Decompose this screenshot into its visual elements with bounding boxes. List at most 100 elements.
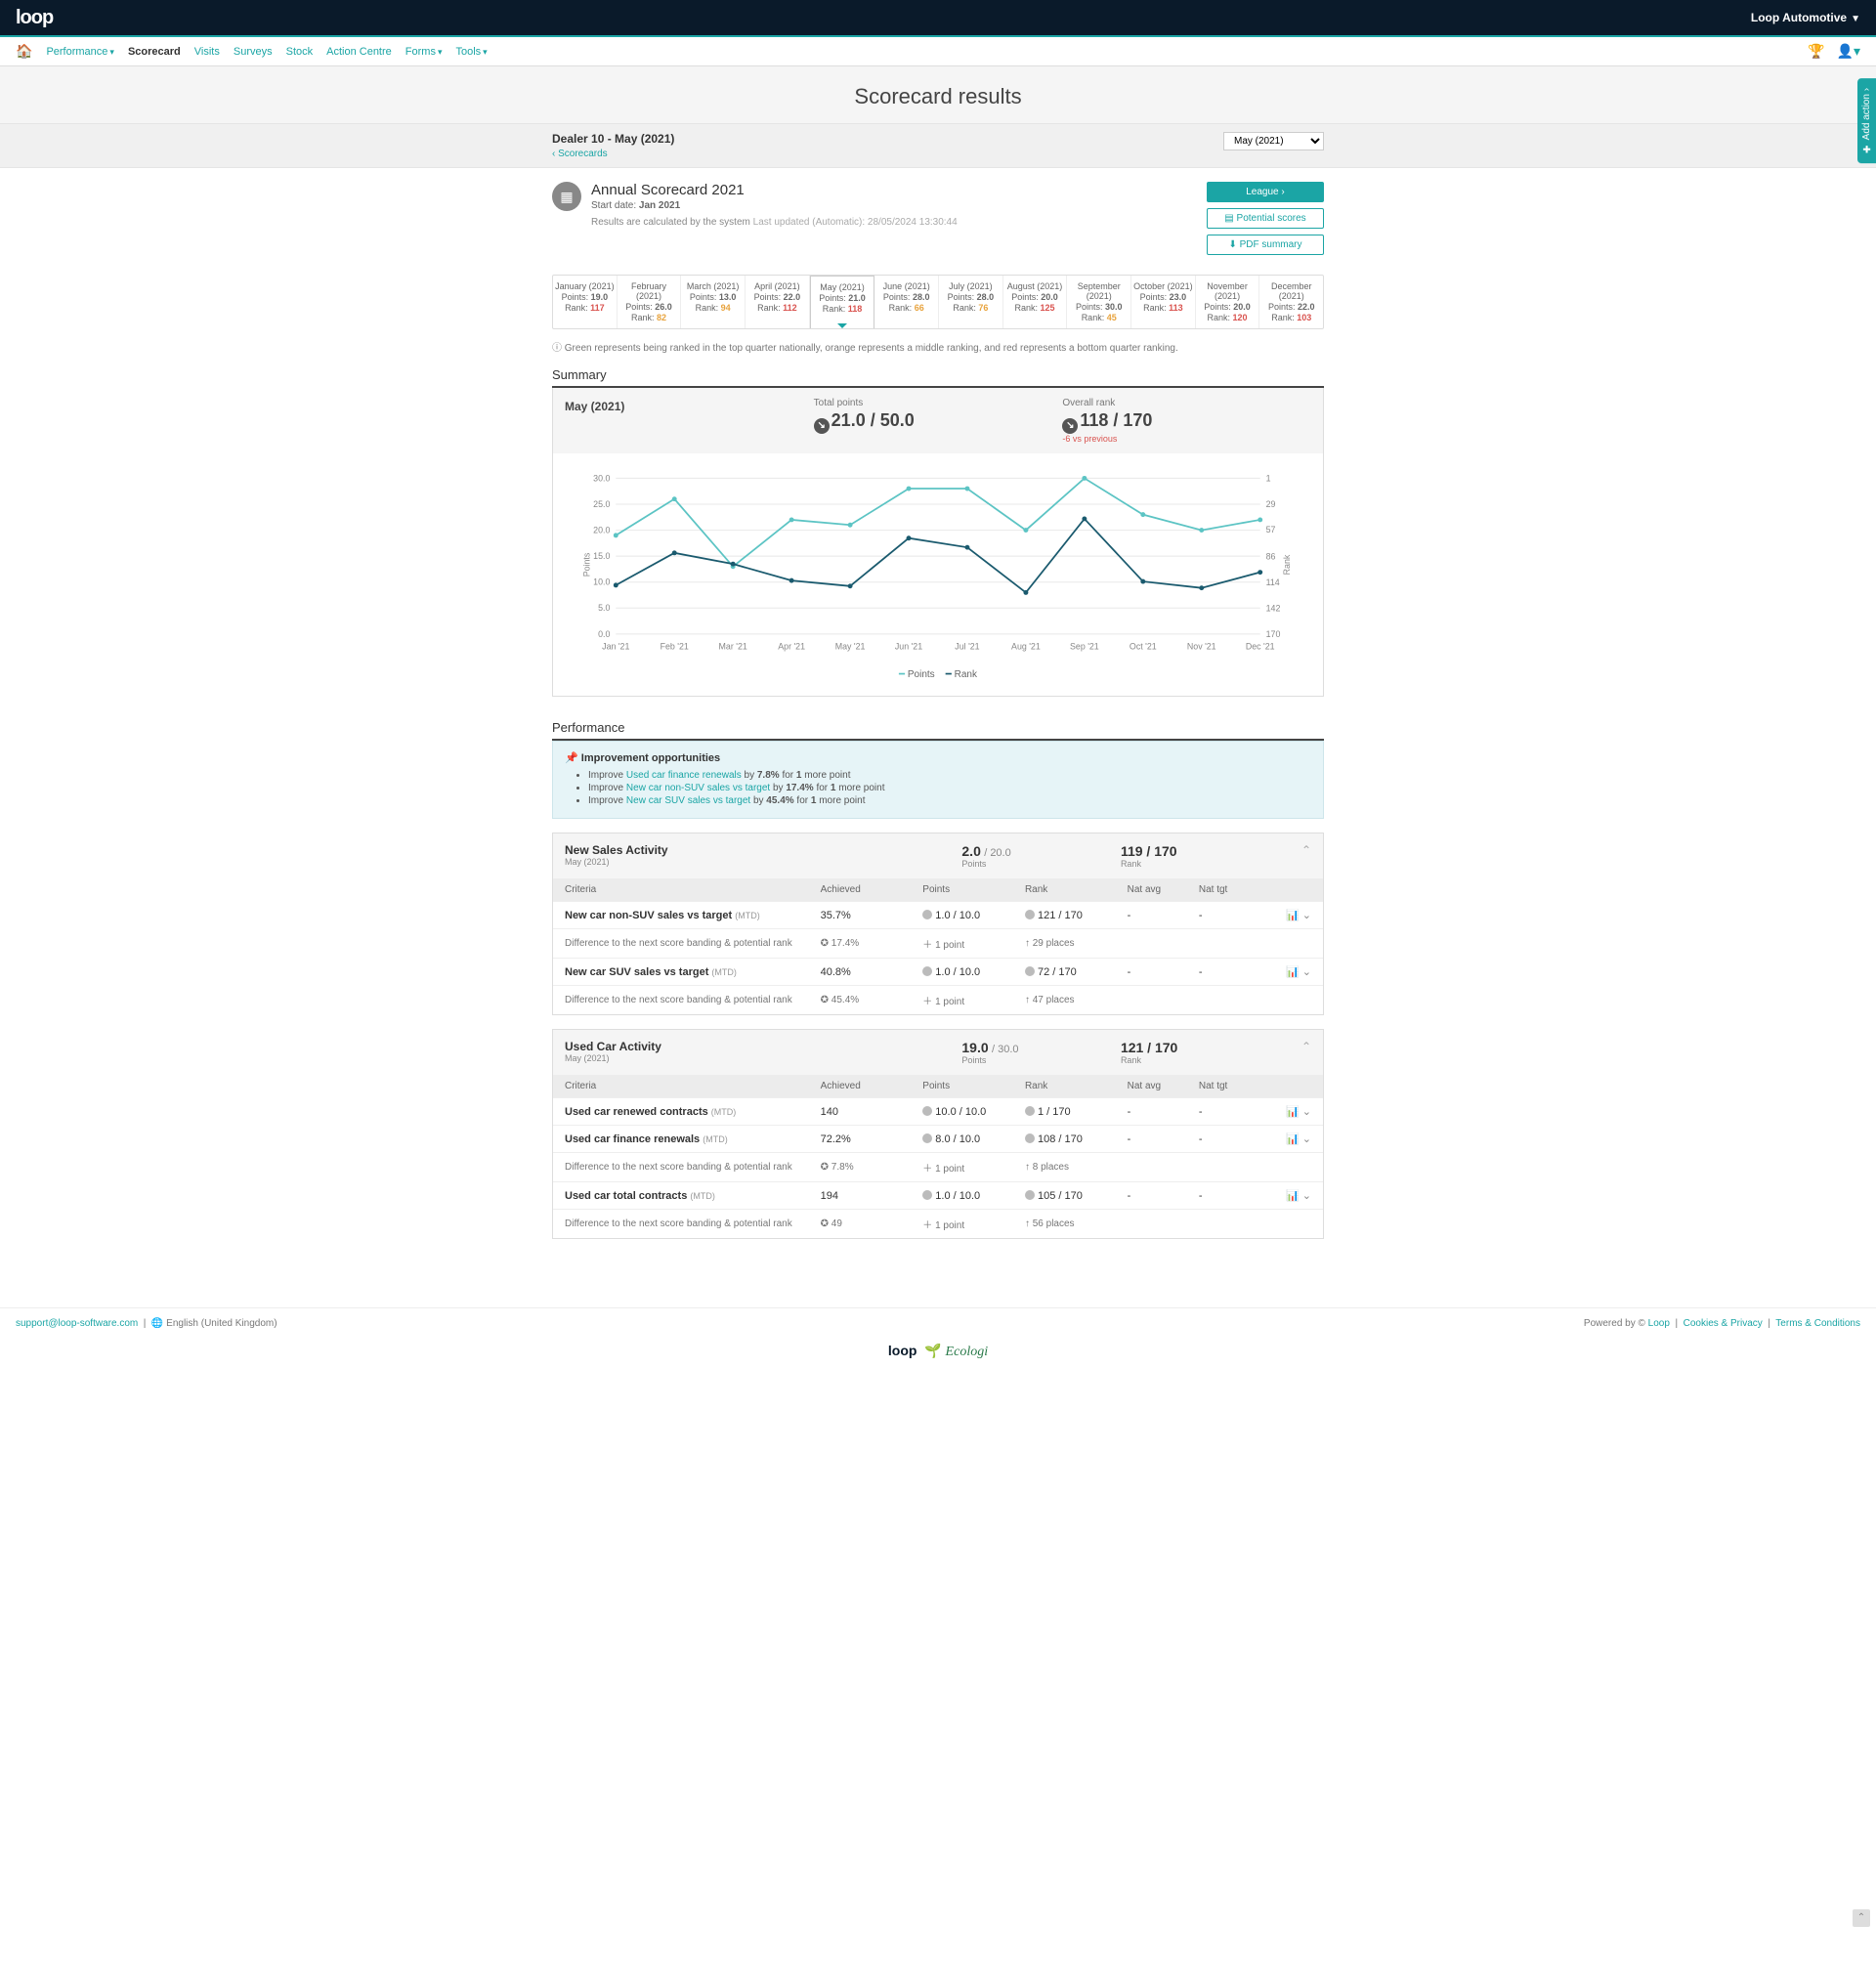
trophy-icon[interactable]: 🏆: [1808, 43, 1824, 60]
chevron-down-icon[interactable]: ⌄: [1302, 1106, 1311, 1118]
chevron-down-icon[interactable]: ⌄: [1302, 910, 1311, 921]
breadcrumb-link[interactable]: ‹ Scorecards: [552, 149, 608, 159]
criteria-row: Used car finance renewals (MTD) 72.2% 8.…: [553, 1125, 1323, 1152]
nav-item-surveys[interactable]: Surveys: [234, 46, 273, 58]
home-icon[interactable]: 🏠: [16, 43, 32, 60]
month-cell[interactable]: March (2021) Points: 13.0 Rank: 94: [681, 276, 746, 328]
summary-month: May (2021): [565, 400, 814, 413]
summary-chart: 0.05.010.015.020.025.030.012957861141421…: [573, 467, 1303, 662]
league-button[interactable]: League ›: [1207, 182, 1324, 202]
sub-header: Dealer 10 - May (2021) ‹ Scorecards May …: [0, 124, 1876, 168]
pdf-summary-button[interactable]: ⬇ PDF summary: [1207, 235, 1324, 255]
nav-item-visits[interactable]: Visits: [194, 46, 220, 58]
svg-text:Sep '21: Sep '21: [1070, 642, 1099, 652]
month-cell[interactable]: November (2021) Points: 20.0 Rank: 120: [1196, 276, 1260, 328]
overall-rank-value: ↘118 / 170: [1062, 410, 1311, 434]
cookies-link[interactable]: Cookies & Privacy: [1684, 1318, 1763, 1329]
criteria-header: CriteriaAchieved PointsRank Nat avgNat t…: [553, 1075, 1323, 1097]
improvement-box: 📌 Improvement opportunities Improve Used…: [552, 741, 1324, 819]
chart-area: 0.05.010.015.020.025.030.012957861141421…: [553, 453, 1323, 696]
scorecard-title: Annual Scorecard 2021: [591, 182, 958, 198]
nav-item-forms[interactable]: Forms▾: [405, 46, 443, 58]
svg-text:1: 1: [1266, 473, 1271, 483]
criteria-row: Used car renewed contracts (MTD) 140 10.…: [553, 1097, 1323, 1125]
total-points-value: ↘21.0 / 50.0: [814, 410, 1063, 434]
add-action-tab[interactable]: ✚ Add action ›: [1857, 78, 1876, 163]
total-points-label: Total points: [814, 398, 1063, 408]
chevron-down-icon[interactable]: ⌄: [1302, 966, 1311, 978]
svg-text:114: 114: [1266, 577, 1280, 587]
months-row: January (2021) Points: 19.0 Rank: 117Feb…: [552, 275, 1324, 329]
account-menu[interactable]: Loop Automotive▼: [1751, 11, 1860, 24]
month-cell[interactable]: August (2021) Points: 20.0 Rank: 125: [1003, 276, 1068, 328]
svg-text:Dec '21: Dec '21: [1246, 642, 1275, 652]
nav-right: 🏆 👤▾: [1808, 43, 1860, 60]
scroll-top-button[interactable]: ⌃: [1853, 1909, 1870, 1927]
loop-link[interactable]: Loop: [1648, 1318, 1670, 1329]
svg-text:30.0: 30.0: [593, 473, 610, 483]
month-cell[interactable]: December (2021) Points: 22.0 Rank: 103: [1259, 276, 1323, 328]
nav-item-action-centre[interactable]: Action Centre: [326, 46, 392, 58]
month-cell[interactable]: May (2021) Points: 21.0 Rank: 118: [810, 276, 875, 328]
nav-item-stock[interactable]: Stock: [286, 46, 314, 58]
chevron-down-icon[interactable]: ⌄: [1302, 1190, 1311, 1202]
svg-text:Rank: Rank: [1282, 554, 1292, 575]
vs-previous: -6 vs previous: [1062, 434, 1311, 444]
down-arrow-icon: ↘: [1062, 418, 1078, 434]
svg-text:Oct '21: Oct '21: [1130, 642, 1157, 652]
svg-text:Aug '21: Aug '21: [1011, 642, 1041, 652]
navbar: 🏠 Performance▾ Scorecard Visits Surveys Stoc…: [0, 35, 1876, 66]
terms-link[interactable]: Terms & Conditions: [1775, 1318, 1860, 1329]
chart-icon[interactable]: 📊: [1286, 966, 1300, 978]
chart-icon[interactable]: 📊: [1286, 1106, 1300, 1118]
svg-text:5.0: 5.0: [598, 603, 610, 613]
month-cell[interactable]: September (2021) Points: 30.0 Rank: 45: [1067, 276, 1131, 328]
svg-text:Jan '21: Jan '21: [602, 642, 629, 652]
criteria-row: Used car total contracts (MTD) 194 1.0 /…: [553, 1181, 1323, 1209]
footer: support@loop-software.com | 🌐 English (U…: [0, 1307, 1876, 1339]
chevron-up-icon[interactable]: ⌃: [1301, 1040, 1311, 1053]
svg-text:86: 86: [1266, 552, 1276, 562]
caret-icon: ▼: [1851, 14, 1860, 24]
scorecard-header: ▦ Annual Scorecard 2021 Start date: Jan …: [552, 182, 1324, 255]
nav-item-tools[interactable]: Tools▾: [455, 46, 487, 58]
chart-legend: ━ Points ━ Rank: [573, 669, 1303, 680]
month-cell[interactable]: July (2021) Points: 28.0 Rank: 76: [939, 276, 1003, 328]
chart-icon[interactable]: 📊: [1286, 1190, 1300, 1202]
chart-icon[interactable]: 📊: [1286, 1133, 1300, 1145]
calendar-icon: ▦: [552, 182, 581, 211]
chevron-down-icon[interactable]: ⌄: [1302, 1133, 1311, 1145]
add-action-label: Add action: [1861, 94, 1872, 140]
month-cell[interactable]: February (2021) Points: 26.0 Rank: 82: [618, 276, 682, 328]
activity-head: Used Car ActivityMay (2021) 19.0 / 30.0 …: [553, 1030, 1323, 1075]
calc-note: Results are calculated by the system Las…: [591, 217, 958, 228]
criteria-diff-row: Difference to the next score banding & p…: [553, 985, 1323, 1014]
nav-item-scorecard[interactable]: Scorecard: [128, 46, 181, 58]
start-date: Start date: Jan 2021: [591, 200, 958, 211]
svg-text:29: 29: [1266, 499, 1276, 509]
nav-item-performance[interactable]: Performance▾: [46, 46, 114, 58]
language[interactable]: English (United Kingdom): [166, 1318, 277, 1329]
activity-block: Used Car ActivityMay (2021) 19.0 / 30.0 …: [552, 1029, 1324, 1239]
potential-scores-button[interactable]: ▤ Potential scores: [1207, 208, 1324, 229]
summary-box: May (2021) Total points ↘21.0 / 50.0 Ove…: [552, 388, 1324, 697]
svg-text:15.0: 15.0: [593, 551, 610, 561]
user-icon[interactable]: 👤▾: [1837, 43, 1860, 60]
criteria-diff-row: Difference to the next score banding & p…: [553, 928, 1323, 958]
chart-icon[interactable]: 📊: [1286, 910, 1300, 921]
summary-title: Summary: [552, 367, 1324, 388]
month-select[interactable]: May (2021): [1223, 132, 1324, 150]
support-email[interactable]: support@loop-software.com: [16, 1318, 138, 1329]
nav-left: 🏠 Performance▾ Scorecard Visits Surveys Stoc…: [16, 43, 488, 60]
svg-text:Apr '21: Apr '21: [778, 642, 805, 652]
svg-text:Jun '21: Jun '21: [895, 642, 922, 652]
svg-text:170: 170: [1266, 629, 1281, 639]
logo: loop: [16, 7, 53, 29]
month-cell[interactable]: October (2021) Points: 23.0 Rank: 113: [1131, 276, 1196, 328]
month-cell[interactable]: June (2021) Points: 28.0 Rank: 66: [874, 276, 939, 328]
topbar: loop Loop Automotive▼: [0, 0, 1876, 35]
dealer-title: Dealer 10 - May (2021): [552, 132, 674, 146]
month-cell[interactable]: April (2021) Points: 22.0 Rank: 112: [746, 276, 810, 328]
chevron-up-icon[interactable]: ⌃: [1301, 843, 1311, 857]
month-cell[interactable]: January (2021) Points: 19.0 Rank: 117: [553, 276, 618, 328]
